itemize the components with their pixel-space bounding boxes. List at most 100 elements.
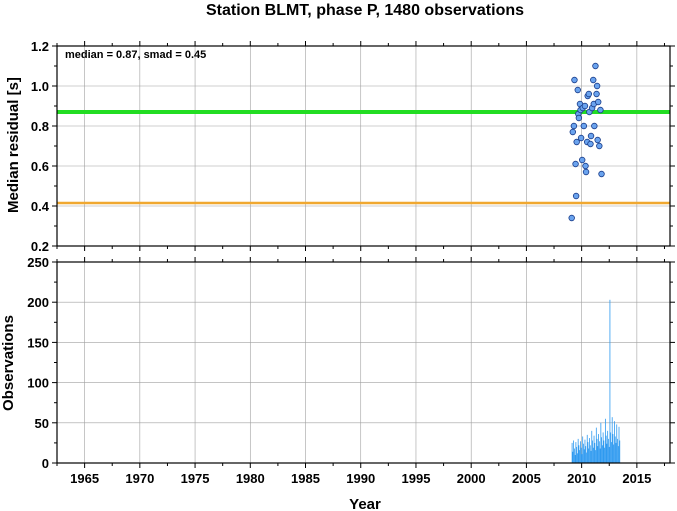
- observation-bar: [583, 449, 585, 463]
- residual-frame: [56, 45, 671, 247]
- residual-point: [594, 136, 601, 144]
- observation-bar: [593, 435, 595, 463]
- observation-bar: [582, 436, 584, 463]
- residual-y-tick-label: 0.4: [31, 199, 50, 214]
- observations-y-tick-label: 50: [35, 416, 49, 431]
- residual-points: [568, 62, 605, 222]
- residual-panel: 0.2 0.4 0.6 0.8 1.0 1.2 median = 0.87, smad =…: [5, 39, 675, 254]
- observation-bar: [595, 450, 596, 463]
- residual-y-tick-label: 1.0: [31, 79, 49, 94]
- observation-bar: [580, 447, 582, 463]
- residual-point: [570, 122, 578, 130]
- residual-point: [577, 134, 585, 142]
- observation-bar: [578, 445, 580, 463]
- residual-point: [587, 132, 595, 140]
- residual-y-tick-label: 0.8: [31, 119, 49, 134]
- observation-bar: [611, 417, 613, 463]
- observation-bar: [612, 434, 614, 463]
- residual-point: [574, 86, 581, 94]
- residual-point: [581, 102, 589, 110]
- residual-point: [571, 76, 578, 84]
- x-tick-label: 1980: [236, 471, 265, 486]
- observation-bar: [604, 418, 606, 463]
- residual-point: [580, 122, 588, 130]
- observation-bars: [571, 299, 621, 463]
- x-tick-label: 1975: [181, 471, 210, 486]
- residual-point: [572, 160, 579, 168]
- observation-bar: [610, 432, 612, 463]
- residual-point: [582, 168, 590, 176]
- x-tick-label: 2005: [512, 471, 541, 486]
- observations-y-tick-label: 200: [27, 295, 49, 310]
- observation-bar: [605, 435, 607, 463]
- residual-ticks: 0.2 0.4 0.6 0.8 1.0 1.2: [31, 39, 675, 254]
- residual-grid: [57, 45, 670, 247]
- observation-bar: [618, 426, 620, 463]
- observation-bar: [609, 299, 611, 463]
- residual-y-tick-label: 0.2: [31, 239, 49, 254]
- observation-bar: [614, 436, 616, 463]
- observation-bar: [580, 441, 581, 463]
- residual-point: [587, 140, 594, 148]
- observation-bar: [606, 443, 608, 463]
- observations-ticks: 1965 1970 1975 1980 1985 1990 1995 2000 2005 2010…: [27, 255, 675, 486]
- observation-bar: [576, 453, 578, 463]
- reference-lines: [57, 110, 670, 205]
- x-tick-label: 1995: [402, 471, 431, 486]
- observation-bar: [598, 441, 600, 463]
- residual-point: [593, 90, 600, 98]
- observation-bar: [617, 446, 619, 463]
- observations-grid: [57, 261, 670, 464]
- observation-bar: [581, 454, 583, 463]
- x-tick-label: 2000: [457, 471, 486, 486]
- observation-bar: [615, 442, 617, 463]
- residual-point: [597, 106, 604, 114]
- observations-y-axis-label: Observations: [0, 315, 17, 411]
- observation-bar: [586, 452, 587, 463]
- residual-y-tick-label: 1.2: [31, 39, 49, 54]
- residual-point: [572, 192, 580, 200]
- observation-bar: [574, 454, 576, 463]
- observation-bar: [583, 443, 584, 463]
- observation-bar: [587, 442, 589, 463]
- observation-bar: [601, 437, 603, 463]
- observation-bar: [573, 448, 575, 463]
- observation-bar: [575, 442, 577, 463]
- observation-bar: [599, 448, 601, 463]
- residual-y-axis-label: Median residual [s]: [5, 77, 22, 213]
- observations-panel: 1965 1970 1975 1980 1985 1990 1995 2000 2005 2010…: [0, 255, 675, 511]
- observation-bar: [607, 430, 609, 463]
- residual-point: [582, 162, 589, 170]
- observation-bar: [608, 446, 610, 463]
- observation-bar: [576, 446, 578, 463]
- residual-point: [595, 98, 602, 106]
- chart-title: Station BLMT, phase P, 1480 observations: [206, 2, 524, 19]
- observation-bar: [594, 442, 596, 463]
- observations-y-tick-label: 250: [27, 255, 49, 270]
- observation-bar: [577, 438, 579, 463]
- residual-point: [596, 142, 603, 150]
- observation-bar: [592, 447, 594, 463]
- observation-bar: [589, 445, 591, 463]
- observations-frame: [56, 261, 671, 464]
- observation-bar: [613, 444, 615, 463]
- x-tick-label: 2010: [567, 471, 596, 486]
- observation-bar: [597, 446, 599, 463]
- residual-y-tick-label: 0.6: [31, 159, 49, 174]
- observation-bar: [591, 430, 593, 463]
- x-tick-label: 1990: [346, 471, 375, 486]
- observation-bar: [600, 422, 602, 463]
- residual-point: [593, 82, 601, 90]
- residual-point: [592, 62, 599, 70]
- observation-bar: [619, 440, 621, 463]
- observation-bar: [571, 442, 573, 463]
- observation-bar: [573, 440, 575, 463]
- x-tick-label: 2015: [622, 471, 651, 486]
- residual-point: [591, 122, 598, 130]
- residual-point: [585, 90, 593, 98]
- observation-bar: [572, 451, 574, 463]
- observation-bar: [579, 450, 581, 463]
- x-tick-label: 1985: [291, 471, 320, 486]
- x-axis-label: Year: [349, 496, 381, 511]
- observation-bar: [608, 438, 609, 463]
